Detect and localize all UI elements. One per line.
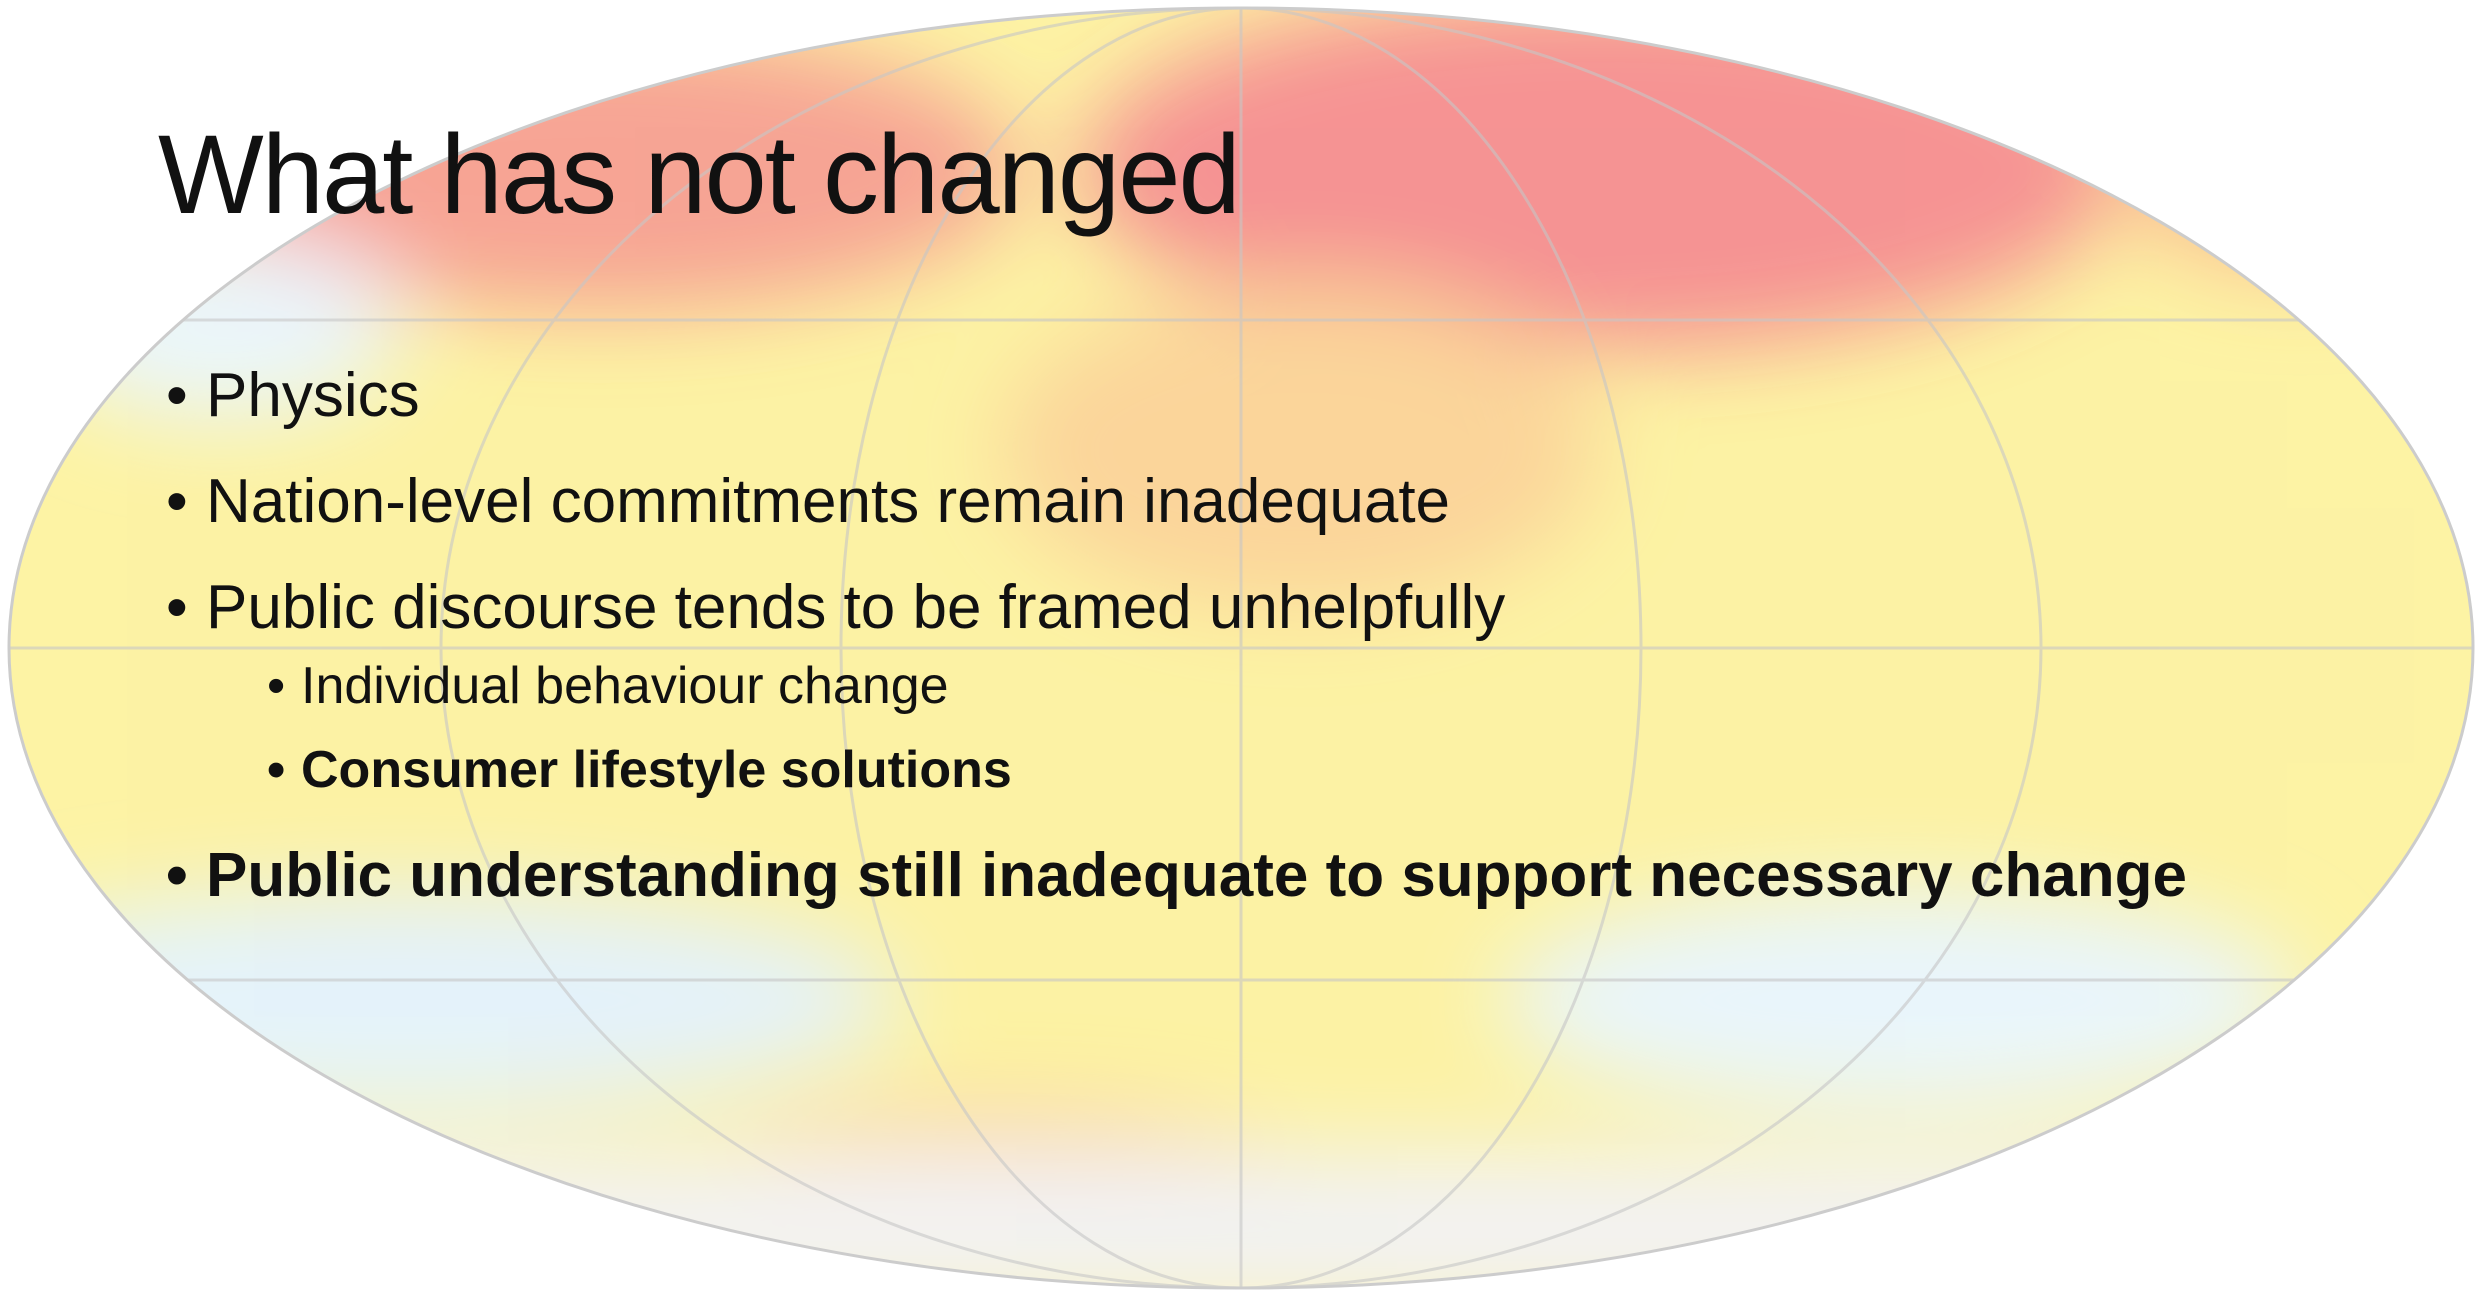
bullet-item: Nation-level commitments remain inadequa… xyxy=(206,466,1450,537)
slide: What has not changed Physics Nation-level… xyxy=(0,0,2483,1297)
sub-bullet-item: Consumer lifestyle solutions xyxy=(301,740,1012,800)
bullet-item: Public discourse tends to be framed unhe… xyxy=(206,572,1505,643)
bullet-item: Public understanding still inadequate to… xyxy=(206,840,2187,911)
bullet-item: Physics xyxy=(206,360,420,431)
sub-bullet-item: Individual behaviour change xyxy=(301,656,949,716)
slide-page: {"slide": {"title": "What has not change… xyxy=(0,0,2483,1297)
slide-title: What has not changed xyxy=(158,110,1239,239)
